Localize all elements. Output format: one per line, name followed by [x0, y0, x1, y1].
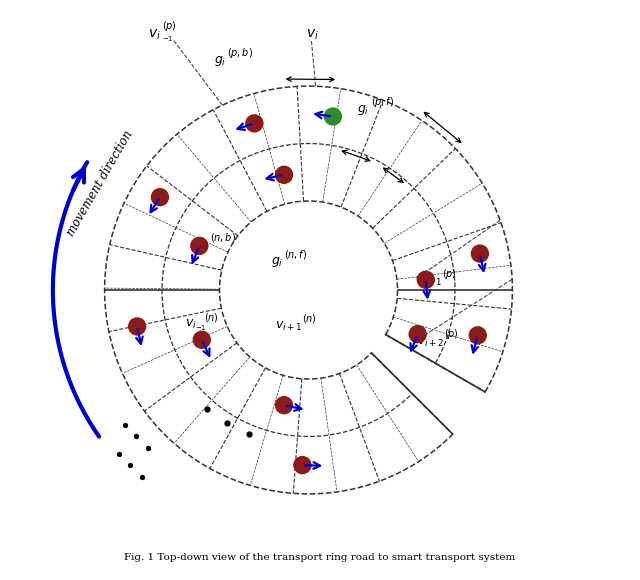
Circle shape — [151, 188, 169, 206]
Circle shape — [417, 270, 435, 289]
Text: Fig. 1 Top-down view of the transport ring road to smart transport system: Fig. 1 Top-down view of the transport ri… — [124, 553, 516, 562]
Text: $g_i$: $g_i$ — [214, 54, 226, 68]
Circle shape — [193, 331, 211, 349]
Text: $g_i$: $g_i$ — [357, 103, 370, 117]
Circle shape — [190, 237, 209, 255]
Text: $(p)$: $(p)$ — [162, 19, 177, 32]
Text: $(n)$: $(n)$ — [301, 312, 317, 325]
Text: ${}_{-1}$: ${}_{-1}$ — [195, 323, 207, 333]
Circle shape — [470, 244, 489, 263]
Circle shape — [275, 166, 293, 184]
Circle shape — [245, 114, 264, 133]
Text: movement direction: movement direction — [65, 128, 136, 238]
Circle shape — [275, 396, 293, 414]
Text: $(p)$: $(p)$ — [442, 267, 457, 281]
Circle shape — [468, 326, 487, 345]
Circle shape — [408, 325, 427, 343]
Text: $v_{i+2}$: $v_{i+2}$ — [417, 336, 444, 349]
Text: $v_{i+1}$: $v_{i+1}$ — [275, 320, 303, 333]
Text: $(n,f)$: $(n,f)$ — [284, 248, 308, 261]
Text: $(p,b)$: $(p,b)$ — [227, 46, 253, 60]
Circle shape — [293, 456, 312, 474]
Text: $g_i$: $g_i$ — [271, 255, 284, 269]
Text: $(n,b)$: $(n,b)$ — [210, 230, 236, 244]
Circle shape — [128, 317, 147, 336]
Text: $(n)$: $(n)$ — [204, 311, 219, 324]
Text: $v_i$: $v_i$ — [185, 318, 196, 331]
Text: $g_i$: $g_i$ — [196, 238, 209, 252]
Text: ${}_{-1}$: ${}_{-1}$ — [162, 34, 173, 44]
Text: $v_i\!$: $v_i\!$ — [148, 27, 161, 42]
Text: $(p,f)$: $(p,f)$ — [371, 95, 394, 109]
Text: $v_{i+1}$: $v_{i+1}$ — [415, 276, 442, 288]
Text: $(p)$: $(p)$ — [444, 327, 459, 341]
Text: $v_i$: $v_i$ — [306, 27, 319, 42]
Circle shape — [324, 107, 342, 126]
